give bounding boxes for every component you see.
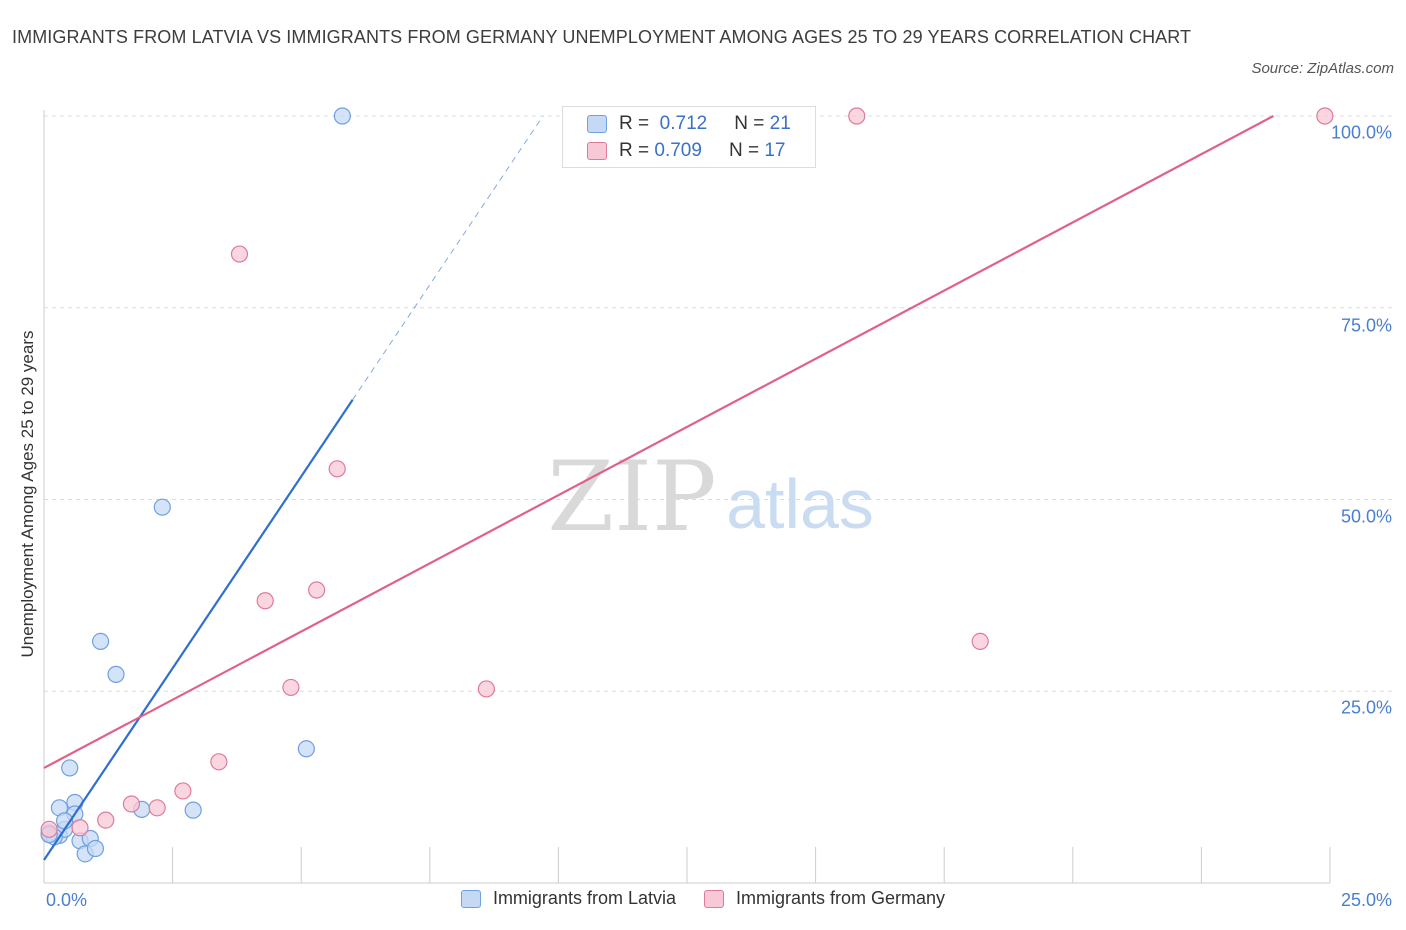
x-tick-label: 25.0% (1340, 890, 1392, 910)
germany-swatch (704, 889, 724, 908)
y-tick-label: 75.0% (1340, 315, 1392, 336)
latvia-point (107, 665, 125, 683)
n-value: 21 (769, 113, 791, 134)
germany-point (308, 581, 326, 599)
n-value: 17 (764, 140, 786, 161)
watermark-zip: ZIP (547, 441, 716, 553)
germany-point (174, 782, 192, 800)
latvia-trendline-extension (352, 115, 544, 401)
legend-row-latvia: R = 0.712 N = 21 (587, 111, 791, 137)
germany-point (971, 632, 989, 650)
legend-label: Immigrants from Latvia (492, 888, 676, 908)
chart-title: IMMIGRANTS FROM LATVIA VS IMMIGRANTS FRO… (12, 27, 1192, 47)
legend-item-germany[interactable]: Immigrants from Germany (704, 888, 945, 909)
germany-point (40, 820, 58, 838)
germany-point (97, 811, 115, 829)
germany-point (71, 819, 89, 837)
germany-point (1316, 107, 1334, 125)
latvia-trendline (43, 399, 354, 861)
germany-point (230, 245, 249, 263)
latvia-swatch (587, 115, 607, 133)
germany-point (122, 795, 141, 813)
germany-point (282, 678, 300, 697)
germany-point (848, 107, 866, 125)
germany-point (328, 460, 346, 478)
latvia-point (297, 740, 315, 758)
legend-label: Immigrants from Germany (736, 888, 946, 908)
n-label: N = (728, 140, 760, 161)
correlation-legend: R = 0.712 N = 21 R = 0.709 N = 17 (562, 106, 816, 168)
germany-point (148, 799, 166, 817)
y-tick-label: 50.0% (1340, 506, 1392, 527)
germany-swatch (587, 142, 607, 160)
watermark-atlas: atlas (726, 465, 874, 543)
latvia-point (153, 498, 171, 516)
r-label: R = (619, 140, 650, 161)
source-label: Source: ZipAtlas.com (1251, 60, 1394, 77)
germany-point (256, 592, 274, 610)
y-tick-label: 100.0% (1330, 122, 1392, 143)
r-label: R = (619, 113, 650, 134)
legend-row-germany: R = 0.709 N = 17 (587, 138, 785, 164)
germany-trendline (43, 115, 1274, 769)
legend-item-latvia[interactable]: Immigrants from Latvia (460, 888, 676, 909)
n-label: N = (734, 113, 765, 134)
latvia-point (91, 632, 110, 650)
latvia-point (86, 839, 105, 858)
latvia-swatch (460, 889, 481, 908)
x-tick-label: 0.0% (46, 890, 88, 910)
latvia-point (184, 801, 202, 819)
germany-point (210, 753, 228, 771)
y-tick-label: 25.0% (1340, 697, 1392, 718)
series-legend: Immigrants from Latvia Immigrants from G… (0, 888, 1406, 909)
r-value: 0.709 (654, 140, 702, 161)
latvia-point (333, 107, 351, 125)
latvia-point (61, 759, 79, 777)
germany-point (477, 680, 495, 698)
r-value: 0.712 (659, 113, 708, 134)
